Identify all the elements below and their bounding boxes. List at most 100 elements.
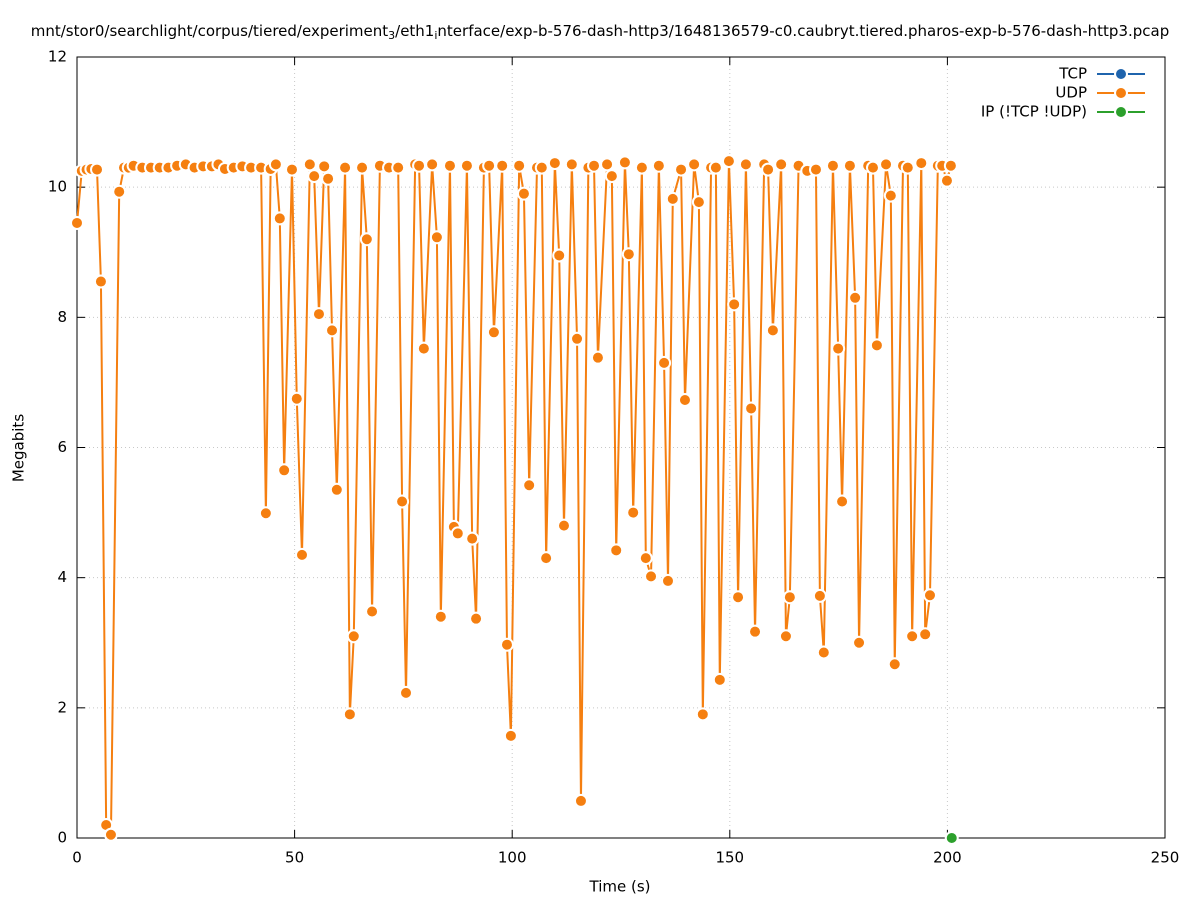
data-point — [590, 350, 605, 365]
data-point — [944, 831, 959, 845]
data-point — [469, 611, 484, 626]
data-point — [450, 526, 465, 541]
y-tick-label: 10 — [48, 178, 67, 196]
data-point — [495, 158, 510, 173]
y-tick-label: 12 — [48, 48, 67, 66]
x-axis-label: Time (s) — [589, 878, 651, 896]
data-point — [808, 162, 823, 177]
data-point — [522, 478, 537, 493]
data-point — [365, 604, 380, 619]
data-point — [765, 323, 780, 338]
data-point — [338, 160, 353, 175]
data-point — [848, 290, 863, 305]
x-tick-label: 200 — [933, 849, 962, 867]
x-tick-label: 100 — [498, 849, 527, 867]
data-point — [943, 158, 958, 173]
data-point — [744, 401, 759, 416]
legend-label: IP (!TCP !UDP) — [981, 103, 1087, 121]
y-tick-label: 6 — [57, 438, 67, 456]
data-point — [573, 793, 588, 808]
y-tick-label: 8 — [57, 308, 67, 326]
data-point — [922, 588, 937, 603]
data-point — [93, 274, 108, 289]
data-point — [825, 158, 840, 173]
x-tick-label: 150 — [715, 849, 744, 867]
title-part: mnt/stor0/searchlight/corpus/tiered/expe… — [31, 22, 388, 40]
data-point — [727, 297, 742, 312]
data-point — [433, 609, 448, 624]
data-point — [391, 160, 406, 175]
data-point — [900, 160, 915, 175]
data-point — [90, 162, 105, 177]
data-point — [651, 158, 666, 173]
data-point — [674, 162, 689, 177]
x-tick-label: 0 — [72, 849, 82, 867]
y-tick-label: 4 — [57, 568, 67, 586]
data-point — [738, 157, 753, 172]
data-point — [677, 392, 692, 407]
data-point — [429, 230, 444, 245]
data-point — [695, 707, 710, 722]
data-point — [294, 547, 309, 562]
data-point — [442, 158, 457, 173]
data-point — [539, 551, 554, 566]
data-point — [425, 157, 440, 172]
data-point — [465, 531, 480, 546]
plot-border — [76, 56, 1166, 839]
data-point — [812, 588, 827, 603]
x-tick-label: 50 — [285, 849, 304, 867]
data-point — [342, 707, 357, 722]
data-point — [708, 160, 723, 175]
data-point — [321, 171, 336, 186]
title-subscript: 3 — [388, 29, 395, 42]
data-point — [552, 248, 567, 263]
data-point — [258, 506, 273, 521]
data-point — [778, 629, 793, 644]
data-point — [355, 160, 370, 175]
data-point — [905, 629, 920, 644]
data-point — [879, 157, 894, 172]
legend-marker — [1114, 86, 1128, 100]
legend-label: TCP — [1058, 65, 1087, 83]
data-point — [918, 627, 933, 642]
data-point — [691, 195, 706, 210]
data-point — [556, 518, 571, 533]
data-point — [657, 355, 672, 370]
data-point — [499, 637, 514, 652]
data-point — [346, 629, 361, 644]
data-point — [547, 156, 562, 171]
data-point — [687, 157, 702, 172]
data-point — [268, 157, 283, 172]
y-axis-label: Megabits — [10, 414, 28, 482]
data-point — [774, 157, 789, 172]
data-point — [317, 159, 332, 174]
data-point — [842, 158, 857, 173]
data-point — [564, 157, 579, 172]
data-point — [516, 186, 531, 201]
y-tick-label: 2 — [57, 698, 67, 716]
data-point — [831, 341, 846, 356]
x-tick-label: 250 — [1151, 849, 1180, 867]
data-point — [289, 391, 304, 406]
data-point — [604, 169, 619, 184]
data-point — [272, 211, 287, 226]
data-point — [634, 160, 649, 175]
data-point — [112, 184, 127, 199]
data-point — [482, 158, 497, 173]
data-point — [277, 463, 292, 478]
data-point — [883, 188, 898, 203]
data-point — [644, 569, 659, 584]
data-point — [512, 158, 527, 173]
data-point — [587, 158, 602, 173]
data-point — [761, 162, 776, 177]
data-point — [731, 590, 746, 605]
data-point — [869, 338, 884, 353]
data-point — [534, 160, 549, 175]
data-point — [412, 158, 427, 173]
data-point — [621, 247, 636, 262]
legend-marker — [1114, 67, 1128, 81]
data-point — [459, 158, 474, 173]
data-point — [626, 505, 641, 520]
title-part: nterface/exp-b-576-dash-http3/1648136579… — [437, 22, 1169, 40]
data-point — [638, 551, 653, 566]
